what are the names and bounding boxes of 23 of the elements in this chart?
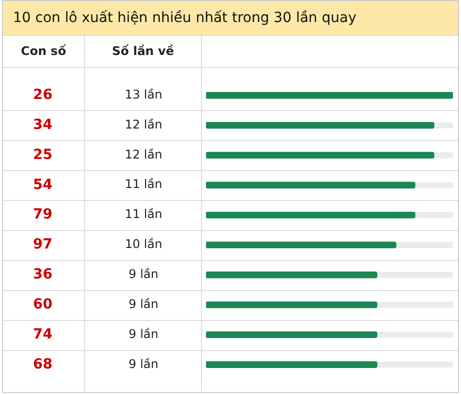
y-tick-label: 74 [33, 326, 53, 342]
data-label: 10 lần [124, 237, 162, 252]
y-tick-label: 79 [33, 206, 52, 223]
y-tick-label: 34 [33, 116, 53, 133]
data-label: 9 lần [128, 326, 158, 341]
y-tick-label: 25 [33, 146, 52, 163]
data-label: 9 lần [128, 296, 158, 311]
data-label: 11 lần [124, 207, 162, 222]
x-axis-title: Số lần về [85, 36, 202, 67]
y-tick-label: 68 [33, 356, 52, 372]
y-tick-label: 60 [33, 296, 53, 312]
y-axis-title: Con số [3, 36, 85, 67]
data-label: 12 lần [124, 117, 162, 132]
data-label: 12 lần [124, 147, 162, 162]
data-label: 9 lần [128, 356, 158, 371]
chart-title: 10 con lô xuất hiện nhiều nhất trong 30 lần quay [3, 1, 458, 36]
data-label: 9 lần [128, 267, 158, 282]
data-label: 11 lần [124, 177, 162, 192]
y-tick-label: 36 [33, 266, 52, 283]
y-tick-label: 26 [33, 87, 52, 103]
data-label: 13 lần [124, 87, 162, 102]
y-tick-label: 97 [33, 236, 52, 253]
y-tick-label: 54 [33, 176, 53, 193]
